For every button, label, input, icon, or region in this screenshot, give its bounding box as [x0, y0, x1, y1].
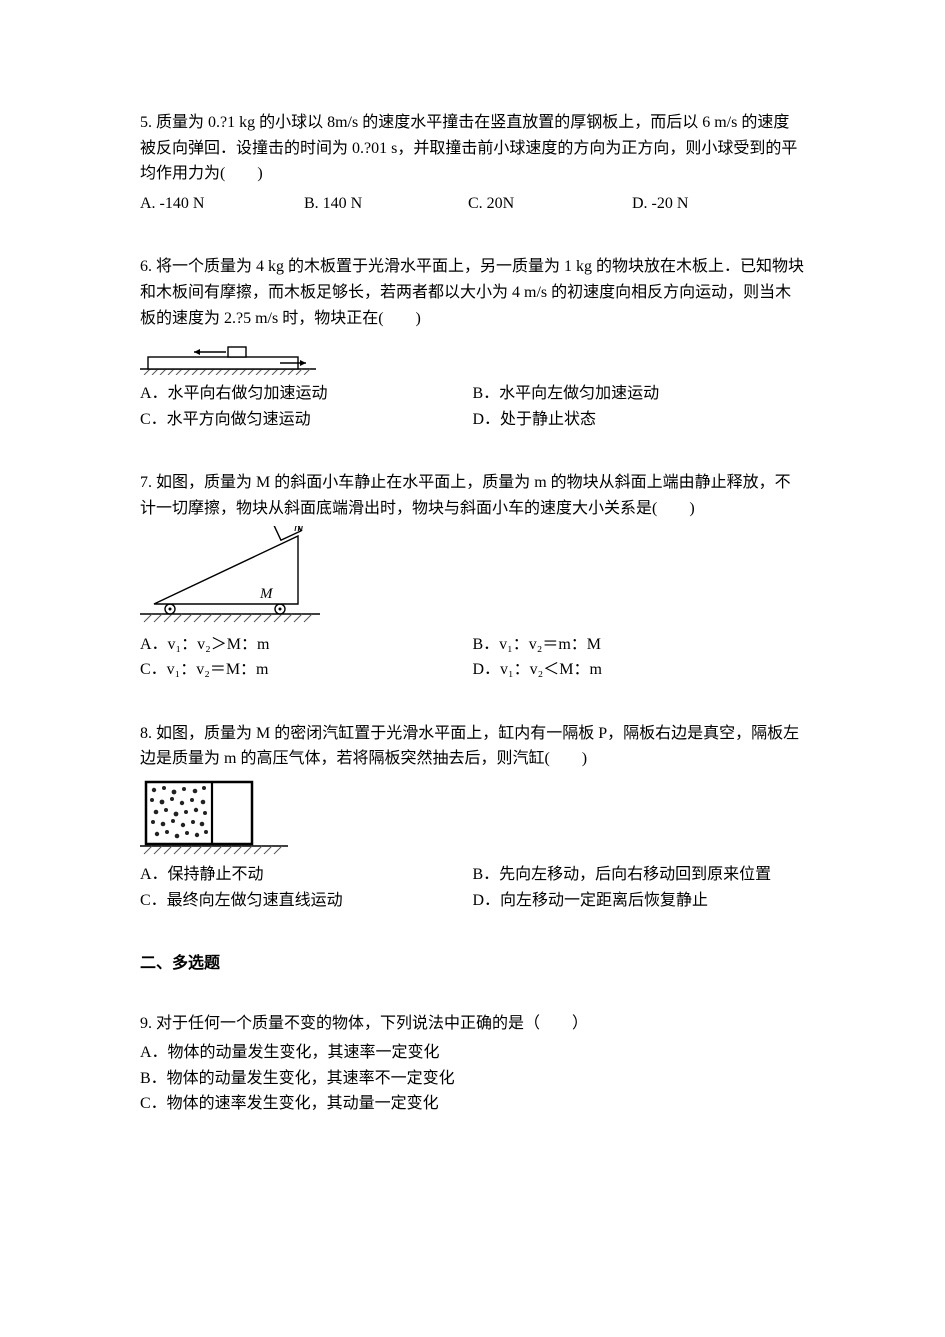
question-8-text: 8. 如图，质量为 M 的密闭汽缸置于光滑水平面上，缸内有一隔板 P，隔板右边是… [140, 721, 805, 772]
option-6-B: B．水平向左做匀加速运动 [473, 381, 806, 407]
question-5: 5. 质量为 0.?1 kg 的小球以 8m/s 的速度水平撞击在竖直放置的厚钢… [140, 110, 805, 216]
question-9-options: A．物体的动量发生变化，其速率一定变化 B．物体的动量发生变化，其速率不一定变化… [140, 1040, 805, 1117]
option-5-D: D. -20 N [632, 191, 796, 217]
option-5-B: B. 140 N [304, 191, 468, 217]
question-8: 8. 如图，质量为 M 的密闭汽缸置于光滑水平面上，缸内有一隔板 P，隔板右边是… [140, 721, 805, 913]
question-9: 9. 对于任何一个质量不变的物体，下列说法中正确的是（ ） A．物体的动量发生变… [140, 1011, 805, 1117]
option-8-D: D．向左移动一定距离后恢复静止 [473, 888, 806, 914]
question-7: 7. 如图，质量为 M 的斜面小车静止在水平面上，质量为 m 的物块从斜面上端由… [140, 470, 805, 682]
q8-svg [140, 776, 288, 856]
question-6-options: A．水平向右做匀加速运动 B．水平向左做匀加速运动 C．水平方向做匀速运动 D．… [140, 381, 805, 432]
q7-label-M: M [259, 586, 274, 602]
option-5-C: C. 20N [468, 191, 632, 217]
option-8-A: A．保持静止不动 [140, 862, 473, 888]
q7-label-m: m [294, 526, 303, 534]
option-7-C: C．v₁：v₂＝M：m [140, 657, 473, 683]
question-9-text: 9. 对于任何一个质量不变的物体，下列说法中正确的是（ ） [140, 1011, 805, 1037]
option-7-A: A．v₁：v₂＞M：m [140, 632, 473, 658]
option-8-C: C．最终向左做匀速直线运动 [140, 888, 473, 914]
question-6-figure [140, 335, 805, 375]
option-7-B: B．v₁：v₂＝m：M [473, 632, 806, 658]
option-9-C: C．物体的速率发生变化，其动量一定变化 [140, 1091, 805, 1117]
q7-svg: m M [140, 526, 320, 626]
option-8-B: B．先向左移动，后向右移动回到原来位置 [473, 862, 806, 888]
q6-svg [140, 335, 316, 375]
option-6-A: A．水平向右做匀加速运动 [140, 381, 473, 407]
question-5-text: 5. 质量为 0.?1 kg 的小球以 8m/s 的速度水平撞击在竖直放置的厚钢… [140, 110, 805, 187]
question-7-figure: m M [140, 526, 805, 626]
question-7-options: A．v₁：v₂＞M：m B．v₁：v₂＝m：M C．v₁：v₂＝M：m D．v₁… [140, 632, 805, 683]
option-7-D: D．v₁：v₂＜M：m [473, 657, 806, 683]
option-9-A: A．物体的动量发生变化，其速率一定变化 [140, 1040, 805, 1066]
option-5-A: A. -140 N [140, 191, 304, 217]
question-8-figure [140, 776, 805, 856]
section-2-title: 二、多选题 [140, 951, 805, 977]
question-7-text: 7. 如图，质量为 M 的斜面小车静止在水平面上，质量为 m 的物块从斜面上端由… [140, 470, 805, 521]
option-6-C: C．水平方向做匀速运动 [140, 407, 473, 433]
question-8-options: A．保持静止不动 B．先向左移动，后向右移动回到原来位置 C．最终向左做匀速直线… [140, 862, 805, 913]
question-6: 6. 将一个质量为 4 kg 的木板置于光滑水平面上，另一质量为 1 kg 的物… [140, 254, 805, 432]
option-9-B: B．物体的动量发生变化，其速率不一定变化 [140, 1066, 805, 1092]
question-6-text: 6. 将一个质量为 4 kg 的木板置于光滑水平面上，另一质量为 1 kg 的物… [140, 254, 805, 331]
option-6-D: D．处于静止状态 [473, 407, 806, 433]
question-5-options: A. -140 N B. 140 N C. 20N D. -20 N [140, 191, 805, 217]
